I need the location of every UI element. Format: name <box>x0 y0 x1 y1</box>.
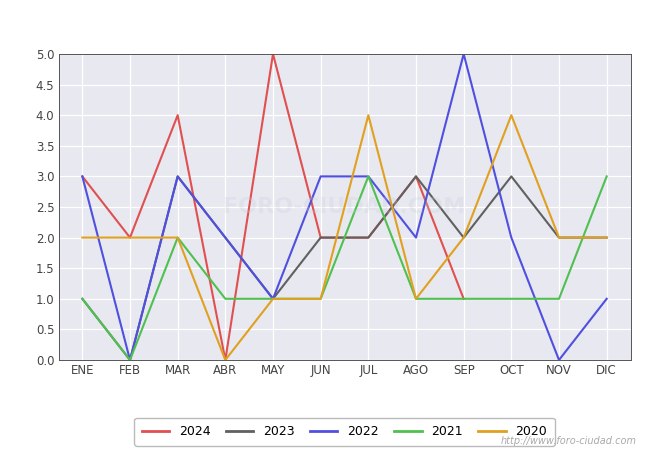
Text: http://www.foro-ciudad.com: http://www.foro-ciudad.com <box>501 436 637 446</box>
Legend: 2024, 2023, 2022, 2021, 2020: 2024, 2023, 2022, 2021, 2020 <box>134 418 555 446</box>
Text: FORO-CIUDAD.COM: FORO-CIUDAD.COM <box>224 197 465 217</box>
Text: Matriculaciones de Vehiculos en Torija: Matriculaciones de Vehiculos en Torija <box>159 10 491 28</box>
